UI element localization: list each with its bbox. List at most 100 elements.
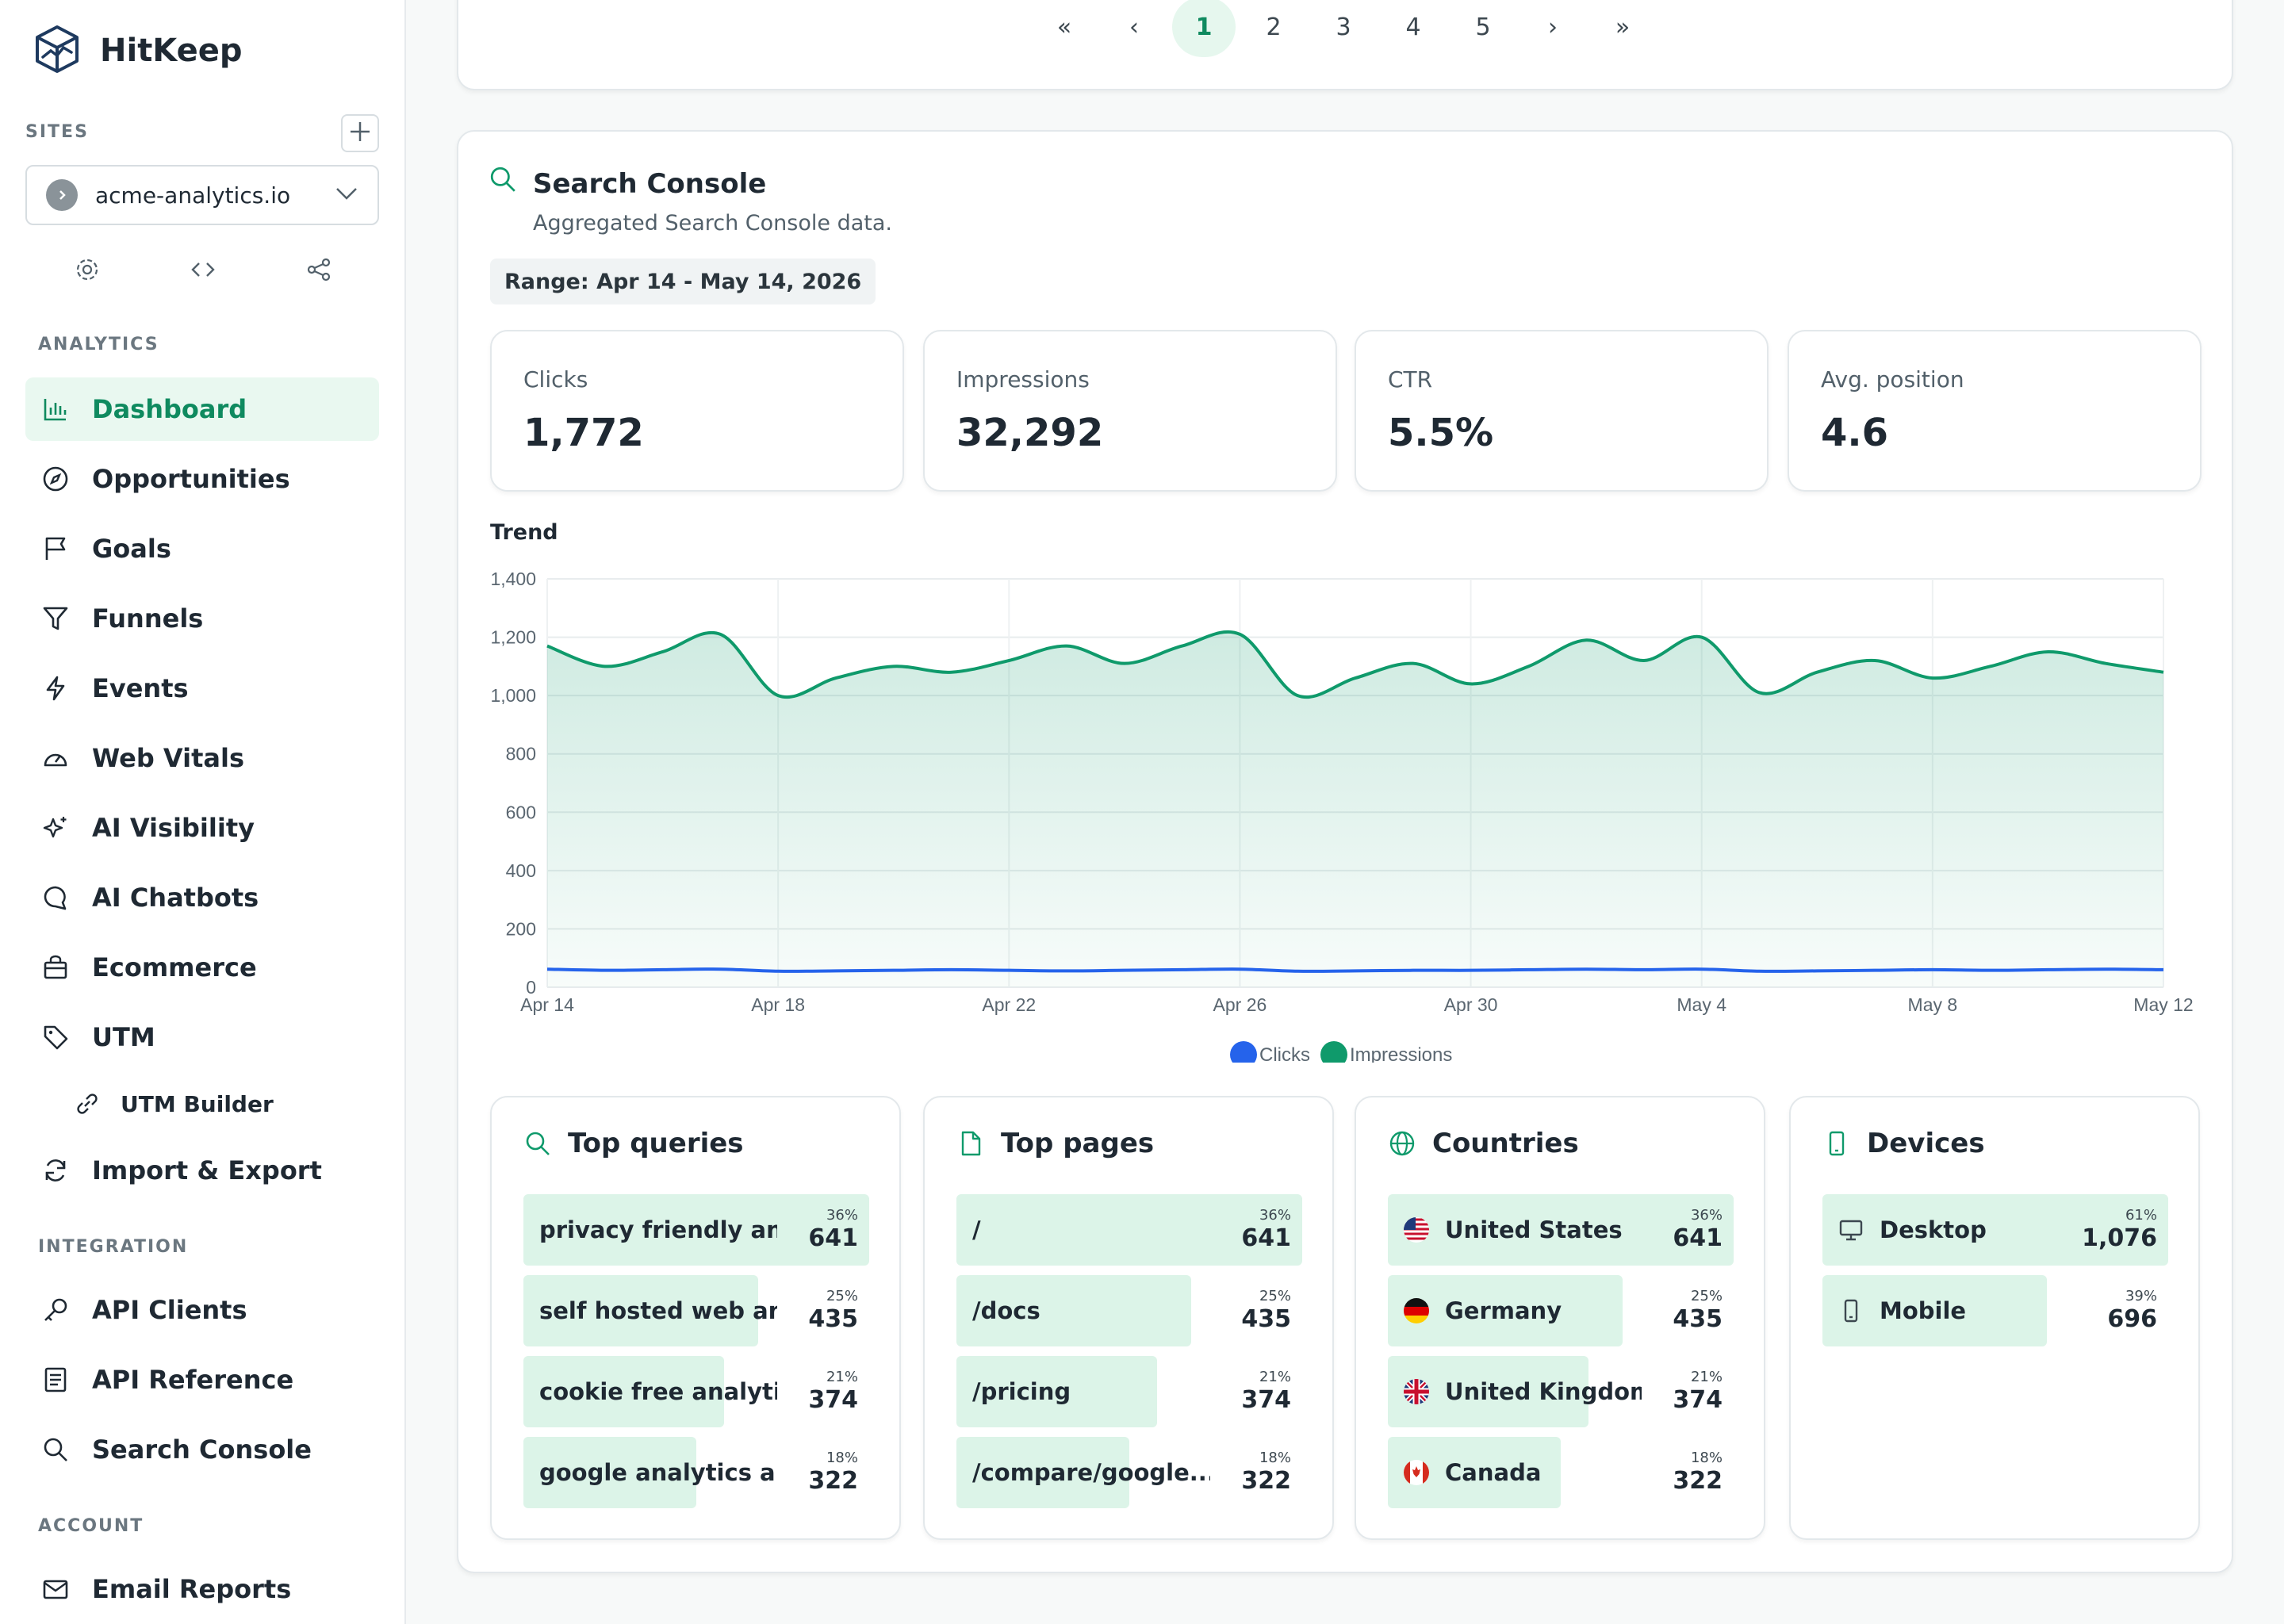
sidebar-item-import-export[interactable]: Import & Export <box>25 1139 379 1202</box>
sidebar-item-web-vitals[interactable]: Web Vitals <box>25 726 379 790</box>
list-item-label: self hosted web an... <box>539 1275 777 1346</box>
list-item[interactable]: Germany 25% 435 <box>1388 1275 1734 1346</box>
gear-icon[interactable] <box>71 254 103 285</box>
list-item-value: 322 <box>808 1467 858 1495</box>
sidebar-item-funnels[interactable]: Funnels <box>25 587 379 650</box>
sidebar-item-ecommerce[interactable]: Ecommerce <box>25 936 379 999</box>
y-tick-label: 400 <box>506 860 536 881</box>
share-bar <box>956 1194 1302 1266</box>
list-item-value: 696 <box>2107 1305 2157 1333</box>
share-bar <box>1822 1194 2168 1266</box>
sidebar-item-events[interactable]: Events <box>25 657 379 720</box>
list-item[interactable]: cookie free analytics 21%374 <box>523 1356 869 1427</box>
page-button-2[interactable]: 2 <box>1266 13 1282 41</box>
list-item[interactable]: United Kingdom 21% 374 <box>1388 1356 1734 1427</box>
page-button-1[interactable]: 1 <box>1172 0 1236 57</box>
site-selector[interactable]: acme-analytics.io <box>25 165 379 225</box>
link-icon <box>73 1090 102 1118</box>
panel-countries: Countries United States 36% 641 Germany 25% 43… <box>1355 1096 1765 1540</box>
list-item-label: Desktop <box>1838 1194 1987 1266</box>
list-item[interactable]: Desktop 61% 1,076 <box>1822 1194 2168 1266</box>
book-icon <box>41 1365 70 1394</box>
prev-page-button[interactable]: ‹ <box>1129 13 1139 41</box>
analytics-section-label: ANALYTICS <box>38 335 159 354</box>
sidebar-item-ai-visibility[interactable]: AI Visibility <box>25 796 379 860</box>
list-item[interactable]: /pricing 21% 374 <box>956 1356 1302 1427</box>
search-console-title: Search Console <box>533 168 767 200</box>
list-item-value: 374 <box>1241 1386 1291 1414</box>
shopping-bag-icon <box>41 953 70 982</box>
list-item-text: United Kingdom <box>1445 1378 1642 1405</box>
share-bar <box>523 1437 696 1508</box>
uk-flag-icon <box>1404 1379 1429 1404</box>
list-item[interactable]: United States 36% 641 <box>1388 1194 1734 1266</box>
panel-header: Top pages <box>956 1128 1154 1159</box>
share-bar <box>523 1356 724 1427</box>
metric-label: Avg. position <box>1821 366 1964 393</box>
trend-chart: 0 200 400 600 800 1,000 1,200 1,400 Apr 14 Apr 18… <box>490 569 2194 1063</box>
page-button-4[interactable]: 4 <box>1405 13 1421 41</box>
code-icon[interactable] <box>187 254 219 285</box>
list-item[interactable]: Canada 18% 322 <box>1388 1437 1734 1508</box>
share-bar <box>1822 1275 2048 1346</box>
sidebar-item-api-reference[interactable]: API Reference <box>25 1348 379 1411</box>
share-icon[interactable] <box>303 254 335 285</box>
bar-chart-icon <box>41 395 70 423</box>
page-button-5[interactable]: 5 <box>1475 13 1491 41</box>
flag-icon <box>41 534 70 563</box>
sidebar-item-label: Funnels <box>92 603 204 634</box>
sidebar-item-utm[interactable]: UTM <box>25 1005 379 1069</box>
list-item[interactable]: /docs 25% 435 <box>956 1275 1302 1346</box>
sidebar-item-label: Import & Export <box>92 1155 322 1185</box>
add-site-button[interactable] <box>341 114 379 152</box>
last-page-button[interactable]: » <box>1615 13 1631 41</box>
list-item-text: /compare/google... <box>972 1459 1210 1486</box>
sidebar-item-ai-chatbots[interactable]: AI Chatbots <box>25 866 379 929</box>
sidebar-item-dashboard[interactable]: Dashboard <box>25 377 379 441</box>
panel-devices: Devices Desktop 61% 1,076 Mobile 39% 696 <box>1789 1096 2200 1540</box>
brand[interactable]: HitKeep <box>33 24 243 78</box>
sidebar-item-search-console[interactable]: Search Console <box>25 1418 379 1481</box>
share-bar <box>523 1275 759 1346</box>
list-item-label: google analytics al... <box>539 1437 777 1508</box>
panel-title: Countries <box>1432 1128 1579 1159</box>
list-item[interactable]: / 36% 641 <box>956 1194 1302 1266</box>
hitkeep-logo-icon <box>33 24 81 78</box>
list-item-percent: 25% <box>1259 1288 1291 1304</box>
list-item-text: self hosted web an... <box>539 1297 777 1324</box>
sidebar-item-email-reports[interactable]: Email Reports <box>25 1557 379 1621</box>
panel-top-pages: Top pages / 36% 641/docs 25% 435/pricing 21% 37… <box>923 1096 1334 1540</box>
sidebar-item-goals[interactable]: Goals <box>25 517 379 580</box>
sidebar: HitKeep SITES acme-analytics.io ANALYTIC… <box>0 0 406 1624</box>
panel-title: Top pages <box>1001 1128 1155 1159</box>
list-item[interactable]: Mobile 39% 696 <box>1822 1275 2168 1346</box>
x-tick-label: Apr 14 <box>520 994 574 1015</box>
list-item[interactable]: google analytics al... 18%322 <box>523 1437 869 1508</box>
sidebar-item-label: UTM <box>92 1022 155 1052</box>
search-icon <box>523 1129 552 1158</box>
sidebar-item-utm-builder[interactable]: UTM Builder <box>57 1078 379 1129</box>
page-button-3[interactable]: 3 <box>1336 13 1351 41</box>
list-item[interactable]: privacy friendly an... 36%641 <box>523 1194 869 1266</box>
list-item-label: / <box>972 1194 981 1266</box>
x-tick-label: Apr 30 <box>1444 994 1498 1015</box>
site-tools <box>0 254 406 285</box>
x-tick-label: May 8 <box>1908 994 1958 1015</box>
first-page-button[interactable]: « <box>1056 13 1072 41</box>
list-item-text: /docs <box>972 1297 1040 1324</box>
list-item[interactable]: /compare/google... 18% 322 <box>956 1437 1302 1508</box>
sidebar-item-label: Dashboard <box>92 394 247 424</box>
next-page-button[interactable]: › <box>1548 13 1558 41</box>
list-item-text: Desktop <box>1880 1216 1987 1243</box>
list-item-label: privacy friendly an... <box>539 1194 777 1266</box>
sidebar-item-opportunities[interactable]: Opportunities <box>25 447 379 511</box>
share-bar <box>956 1356 1157 1427</box>
y-tick-label: 1,000 <box>490 685 536 706</box>
sidebar-item-label: Email Reports <box>92 1574 292 1604</box>
sidebar-item-api-clients[interactable]: API Clients <box>25 1278 379 1342</box>
y-tick-label: 1,200 <box>490 627 536 648</box>
previous-panel-card: « ‹ 1 2 3 4 5 › » <box>457 0 2233 90</box>
date-range-badge: Range: Apr 14 - May 14, 2026 <box>490 259 876 304</box>
list-item[interactable]: self hosted web an... 25%435 <box>523 1275 869 1346</box>
metric-value: 4.6 <box>1821 411 1889 455</box>
